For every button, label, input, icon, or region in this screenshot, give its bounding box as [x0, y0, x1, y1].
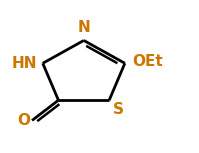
Text: OEt: OEt	[133, 54, 163, 69]
Text: S: S	[113, 102, 124, 117]
Text: HN: HN	[11, 56, 37, 71]
Text: N: N	[77, 20, 90, 35]
Text: O: O	[17, 113, 30, 128]
